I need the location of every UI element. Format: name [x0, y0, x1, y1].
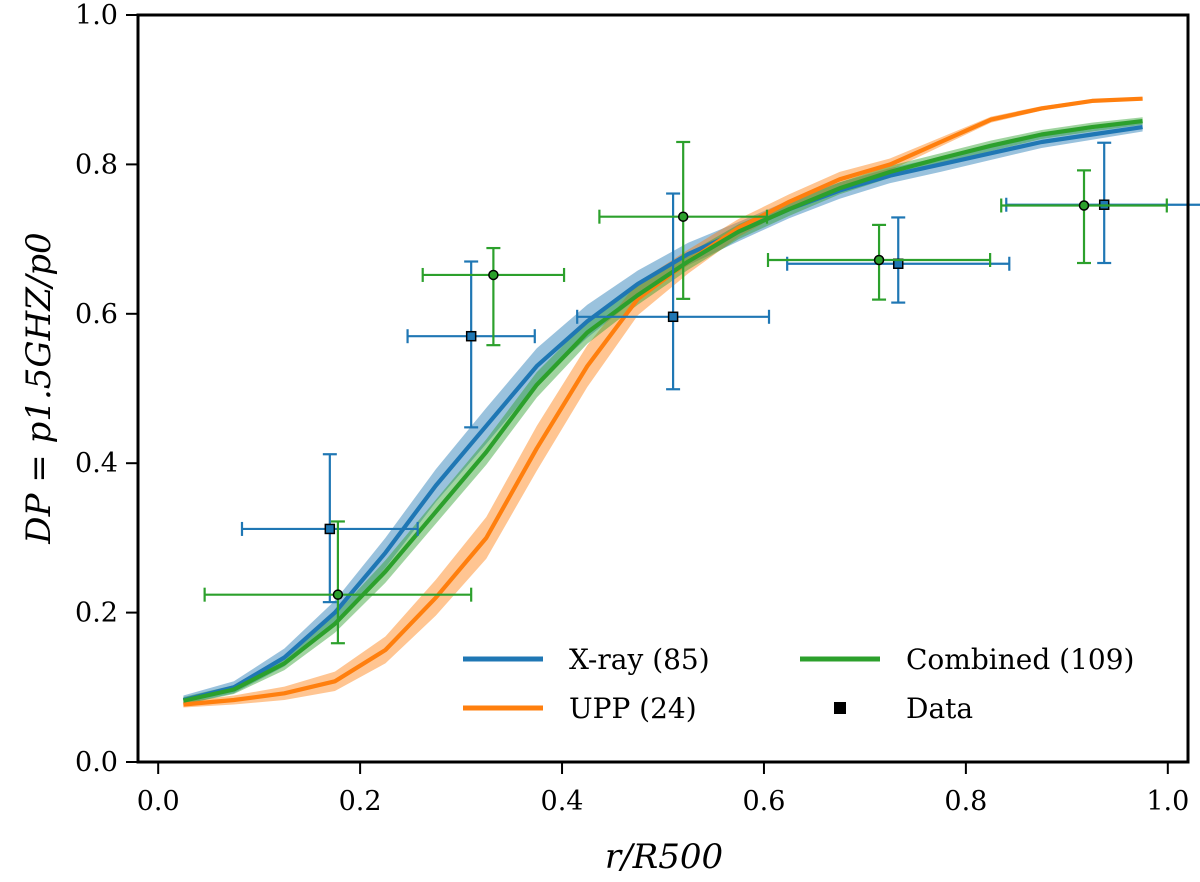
circle-marker: [873, 254, 885, 266]
x-tick-label: 0.8: [944, 786, 987, 817]
square-marker: [465, 330, 477, 342]
circle-marker: [677, 211, 689, 222]
y-tick-label: 1.0: [75, 0, 118, 31]
y-tick-label: 0.4: [75, 448, 118, 479]
data-point-combined-6: [421, 246, 566, 347]
data-point-combined-7: [598, 140, 769, 300]
series-line-2: [182, 119, 1143, 703]
data-points: [203, 140, 1200, 645]
legend: X-ray (85) UPP (24) Combined (109) Data: [463, 643, 1134, 725]
legend-swatch: [834, 702, 846, 714]
y-tick-label: 0.6: [75, 299, 118, 330]
data-point-x-ray-4: [1005, 141, 1200, 265]
data-point-combined-5: [203, 520, 473, 645]
square-marker: [667, 311, 679, 323]
axes-frame: [136, 13, 1190, 764]
x-tick-label: 0.2: [339, 786, 382, 817]
plot-frame: [136, 13, 1190, 764]
confidence-bands: [183, 97, 1143, 708]
data-point-combined-9: [1000, 169, 1168, 265]
data-point-x-ray-0: [240, 453, 419, 604]
legend-label: UPP (24): [569, 692, 697, 725]
legend-label: Data: [906, 692, 973, 725]
y-axis-label: DP = p1.5GHZ/p0: [19, 232, 59, 544]
series-line-0: [182, 125, 1143, 703]
circle-marker: [332, 589, 344, 600]
y-tick-label: 0.8: [75, 149, 118, 180]
y-tick-label: 0.2: [75, 598, 118, 629]
x-tick-label: 1.0: [1146, 786, 1189, 817]
legend-item-0: X-ray (85): [463, 643, 710, 676]
circle-marker: [1078, 200, 1090, 211]
square-marker: [324, 523, 336, 535]
series-lines: [182, 96, 1143, 707]
data-point-x-ray-2: [576, 192, 771, 391]
data-point-x-ray-3: [786, 216, 1011, 304]
data-point-x-ray-1: [406, 260, 536, 429]
axis-ticks: 0.0 0.2 0.4 0.6 0.8 1.0 0.0 0.2 0.4 0.6 0.8 1.0: [75, 0, 1189, 817]
x-axis-label: r/R500: [605, 837, 723, 877]
legend-item-3: Data: [834, 692, 973, 725]
legend-label: Combined (109): [906, 643, 1134, 676]
legend-item-1: UPP (24): [463, 692, 697, 725]
legend-item-2: Combined (109): [800, 643, 1134, 676]
circle-marker: [488, 269, 499, 281]
legend-label: X-ray (85): [569, 643, 710, 676]
x-tick-label: 0.6: [742, 786, 785, 817]
x-tick-label: 0.0: [137, 786, 180, 817]
y-tick-label: 0.0: [75, 747, 118, 778]
x-tick-label: 0.4: [541, 786, 584, 817]
data-point-combined-8: [766, 223, 992, 301]
